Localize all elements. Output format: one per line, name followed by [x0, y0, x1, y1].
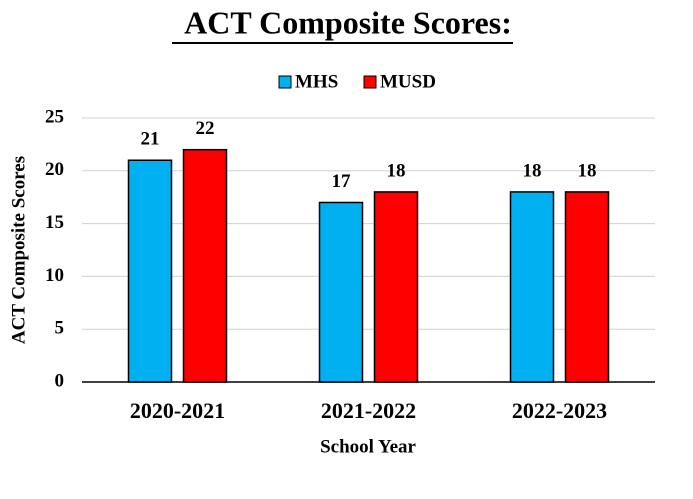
legend-swatch [278, 75, 292, 89]
bar [182, 148, 228, 383]
y-tick-label: 25 [45, 106, 64, 127]
data-label: 18 [523, 160, 542, 181]
x-tick-label: 2021-2022 [321, 398, 416, 423]
chart-title: ACT Composite Scores: [184, 4, 512, 40]
y-tick-label: 5 [55, 318, 65, 339]
data-label: 21 [141, 129, 160, 150]
legend-label: MUSD [380, 71, 436, 92]
data-label: 22 [196, 118, 215, 139]
data-label: 18 [578, 160, 597, 181]
bar [127, 159, 173, 383]
legend-swatch [363, 75, 377, 89]
bar [318, 201, 364, 383]
legend-label: MHS [295, 71, 338, 92]
x-tick-label: 2020-2021 [130, 398, 225, 423]
x-tick-label: 2022-2023 [512, 398, 607, 423]
y-tick-label: 10 [45, 265, 64, 286]
bar [373, 191, 419, 383]
bar [509, 191, 555, 383]
data-label: 17 [332, 171, 352, 192]
x-axis-label: School Year [320, 436, 416, 457]
bar [564, 191, 610, 383]
y-tick-label: 20 [45, 159, 64, 180]
y-axis-label: ACT Composite Scores [8, 156, 29, 344]
y-tick-label: 0 [55, 370, 65, 391]
y-tick-label: 15 [45, 212, 64, 233]
data-label: 18 [387, 160, 406, 181]
